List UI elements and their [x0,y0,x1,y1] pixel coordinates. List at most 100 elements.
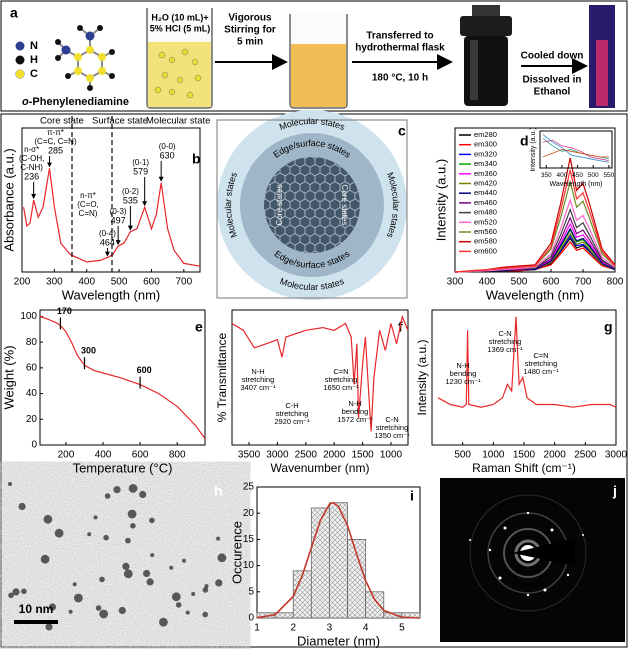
x-axis-label: Temperature (°C) [73,460,173,475]
histogram-bar [365,591,385,619]
peak-label: 579 [133,166,148,176]
x-tick-label: 5 [399,623,405,634]
particle [215,579,223,587]
x-tick-label: 1 [254,623,260,634]
x-tick-label: 350 [541,172,552,179]
y-tick-label: 20 [26,414,38,425]
x-tick-label: 1000 [380,450,403,461]
particle [113,486,121,494]
annotation: (C=O, [77,200,99,209]
solution [148,42,211,107]
particle [185,610,190,615]
atom-label: C [30,68,38,80]
annotation: n-π* [80,191,96,200]
x-axis-label: Wavelength (nm) [549,181,602,188]
marker-label: 170 [57,306,72,316]
particle [216,536,221,541]
legend-label: em480 [474,208,497,217]
y-tick-label: 20 [243,508,255,519]
region-label: Molecular state [146,116,210,127]
panel-label: a [10,5,18,21]
x-tick-label: 550 [603,172,614,179]
atom-key [15,41,25,51]
annotation: stretching [242,375,275,384]
annotation: (0-0) [159,142,176,151]
x-tick-label: 800 [607,277,624,288]
particle [127,509,137,519]
plot-frame [231,309,409,446]
particle [169,565,174,570]
y-tick-label: 0 [248,613,254,624]
particle [217,553,227,563]
annotation: 1350 cm⁻¹ [374,431,410,440]
x-tick-label: 1500 [351,450,374,461]
particle [43,514,53,524]
plot-frame [539,130,613,169]
panel-label: b [192,151,201,167]
fluorescence [596,40,608,106]
annotation: 1230 cm⁻¹ [445,377,481,386]
x-axis-label: Diameter (nm) [297,633,380,648]
data-line [454,157,616,273]
particle [54,528,64,538]
x-tick-label: 500 [111,277,128,288]
annotation: stretching [376,423,409,432]
x-tick-label: 400 [78,277,95,288]
annotation: C=N [533,351,548,360]
annotation: 3407 cm⁻¹ [240,383,276,392]
panel-label: c [398,123,406,139]
annotation: C=N) [79,209,98,218]
panel-label: j [612,483,617,499]
legend-label: em600 [474,246,497,255]
particle [87,532,92,537]
particle [175,602,182,608]
atom-label: H [30,54,38,66]
plot-frame [39,309,206,446]
core-label: Core states [340,185,349,226]
data-line [542,149,609,158]
particle [202,587,209,593]
annotation: stretching [489,337,522,346]
particle [118,606,126,615]
data-line [542,134,609,163]
annotation: stretching [276,409,309,418]
annotation: (C-OH, [19,154,44,163]
y-axis-label: Occurence [229,521,244,584]
peak-label: 464 [100,237,115,247]
x-axis-label: Raman Shift (cm⁻¹) [472,461,576,475]
particles [8,482,227,631]
x-tick-label: 600 [143,277,160,288]
x-tick-label: 500 [511,277,528,288]
data-line [23,168,201,267]
annotation: C-N [385,415,398,424]
legend-label: em520 [474,217,497,226]
annotation: 2920 cm⁻¹ [274,417,310,426]
particle [12,588,20,596]
panel-label: g [604,319,613,335]
particle [45,623,53,631]
annotation: C-NH) [20,163,43,172]
peak-label: 535 [123,195,138,205]
molecule-name: o-Phenylenediamine [22,96,129,108]
y-tick-label: 80 [26,337,38,348]
particle [128,484,138,493]
x-tick-label: 800 [169,450,186,461]
solvent: H₂O (10 mL)+ [151,12,208,22]
step-text: 5 min [237,37,263,48]
step-text: Ethanol [534,87,571,98]
peak-label: 285 [48,145,63,155]
x-tick-label: 300 [46,277,63,288]
plot-frame [21,127,201,273]
beam-stop [512,538,575,566]
solvent: 5% HCl (5 mL) [150,23,211,33]
x-tick-label: 450 [572,172,583,179]
molecule-prefix: o [22,96,29,108]
particle [202,611,208,618]
particle [103,534,109,541]
step-text: Vigorous [228,13,272,24]
fit-curve [256,501,421,619]
x-tick-label: 4 [363,623,369,634]
region-label: Surface state [92,116,148,127]
annotation: N-H [348,399,361,408]
